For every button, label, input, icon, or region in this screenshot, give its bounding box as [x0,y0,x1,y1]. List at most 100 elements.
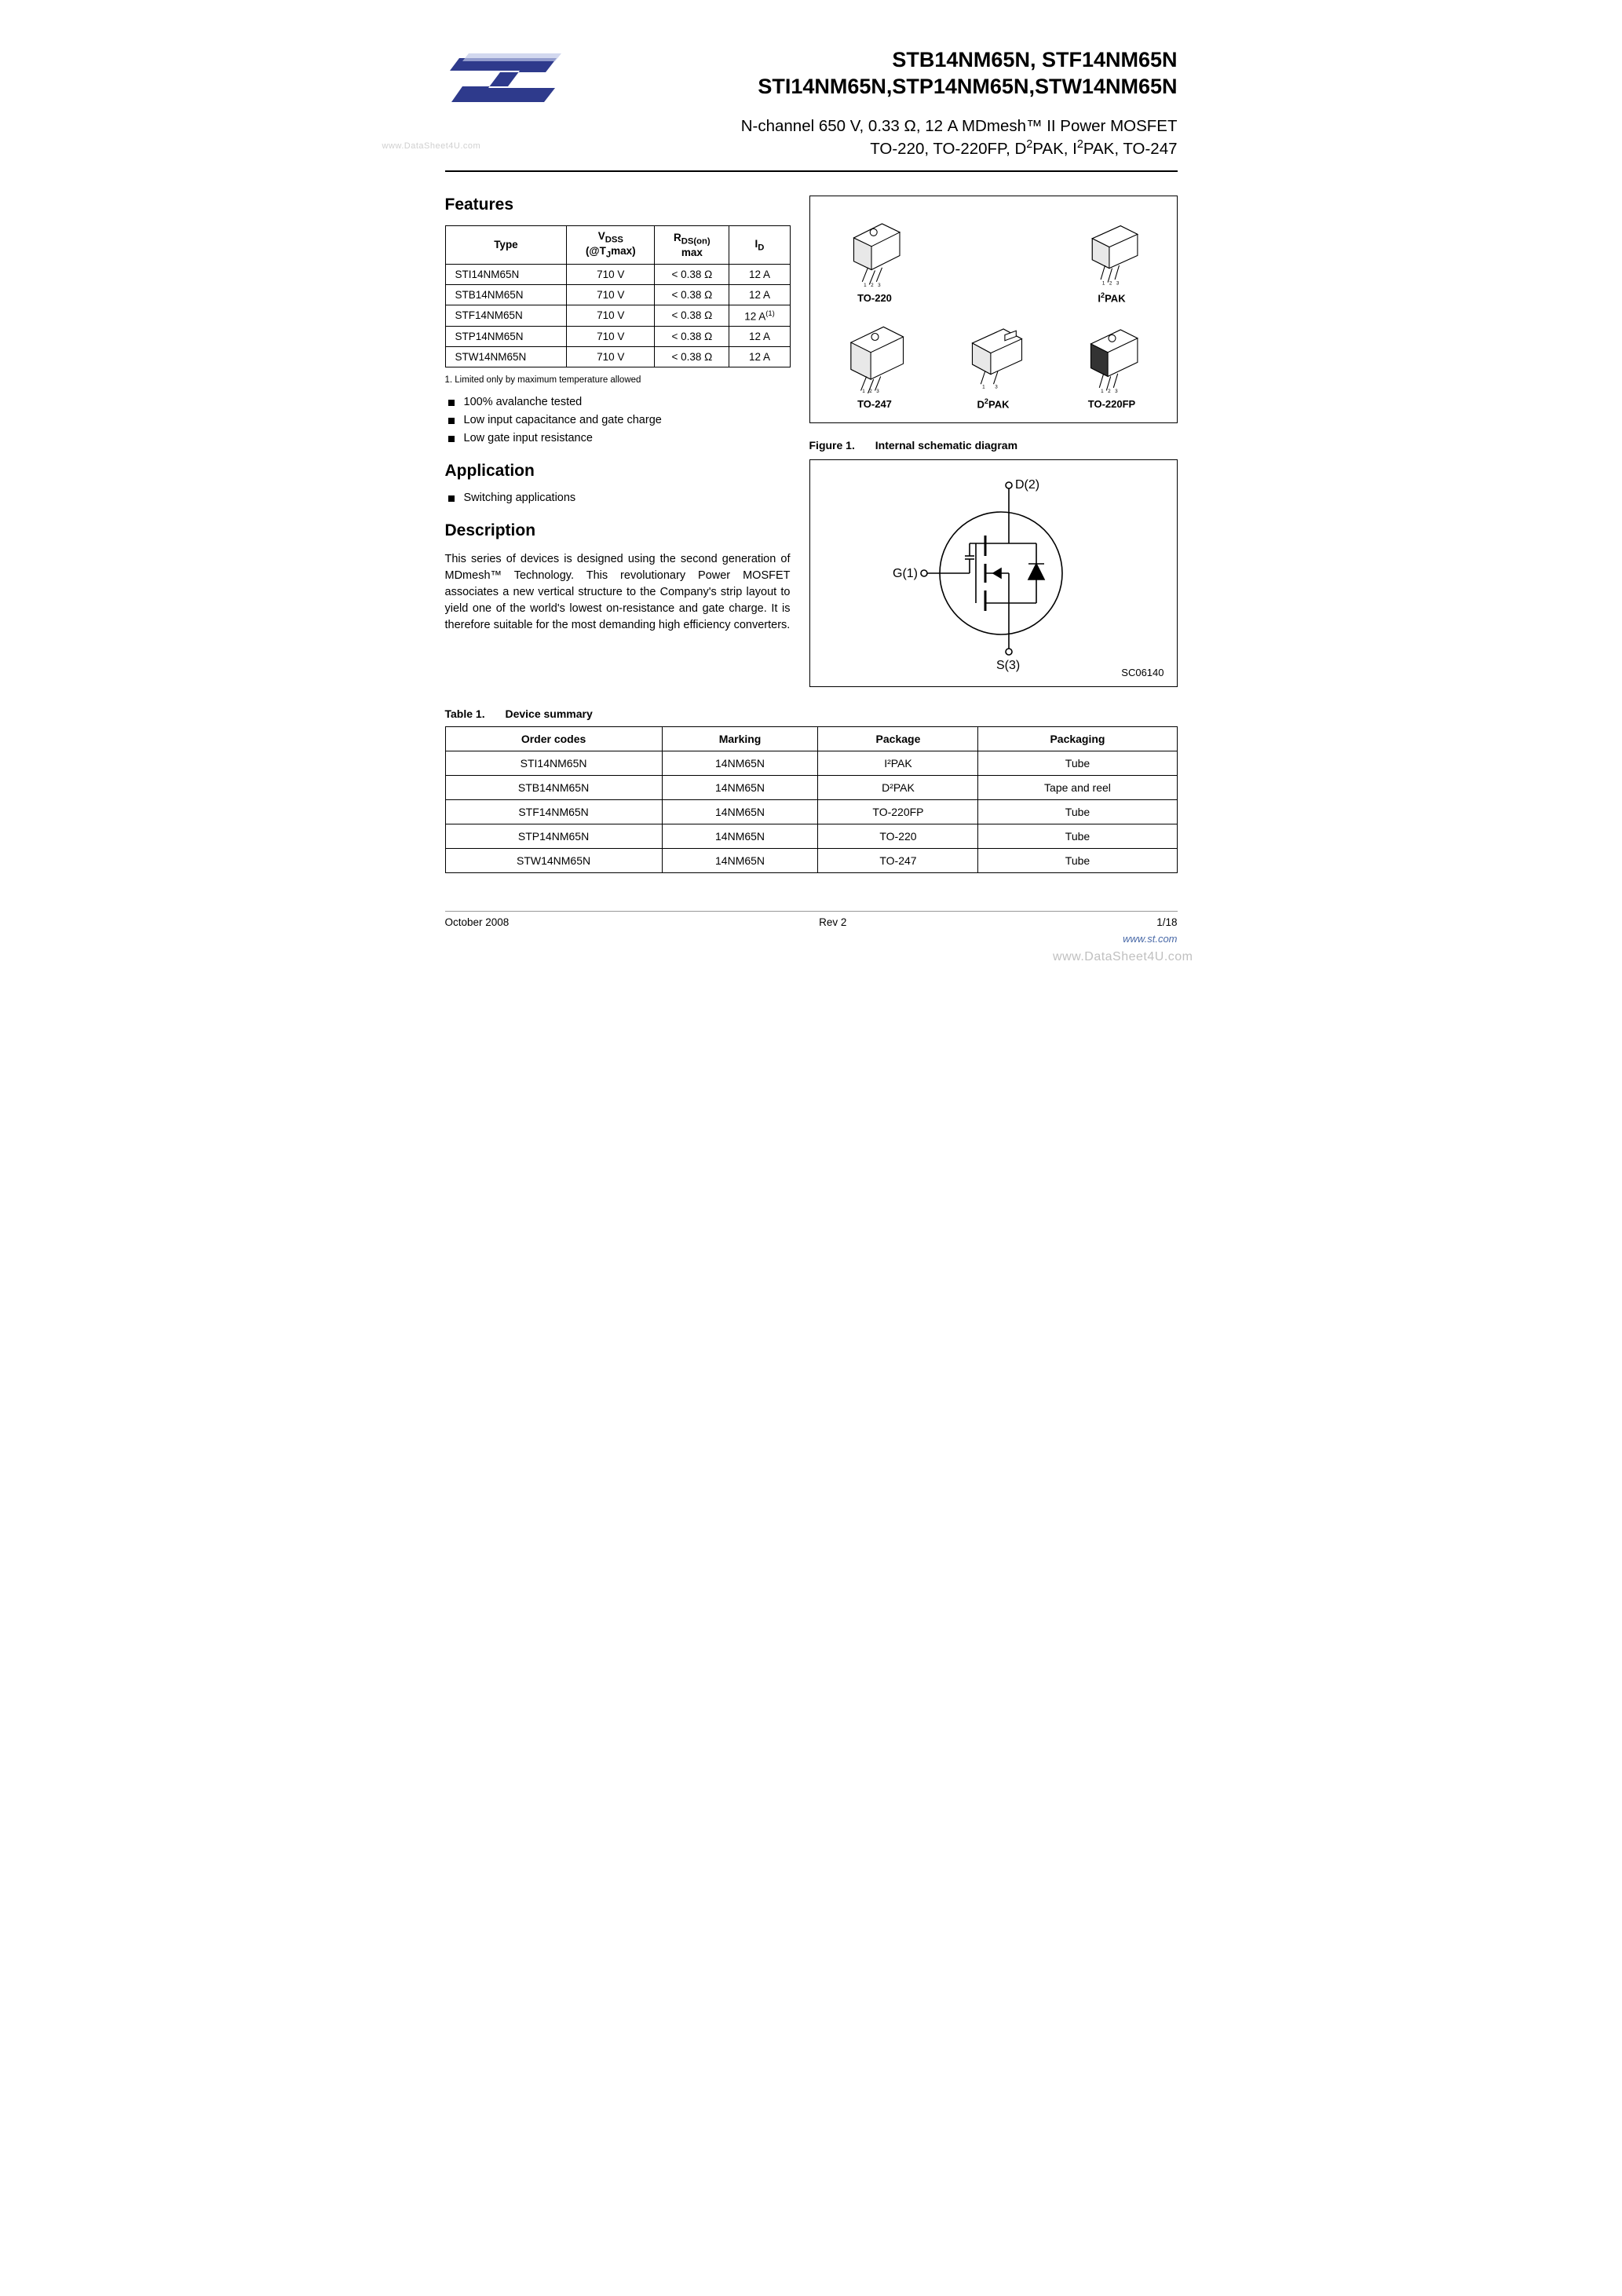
pkg-label-d2pak: D2PAK [977,397,1010,410]
th-id: ID [729,226,790,264]
features-heading: Features [445,196,791,214]
feature-bullets: 100% avalanche testedLow input capacitan… [445,396,791,444]
figure1-text: Internal schematic diagram [875,439,1017,452]
to220-icon: 123 [818,217,932,287]
table-row: STW14NM65N710 V< 0.38 Ω12 A [445,347,790,367]
table1-text: Device summary [505,707,592,720]
footer-rev: Rev 2 [819,916,846,928]
table-row: STB14NM65N14NM65ND²PAKTape and reel [445,776,1177,800]
pkg-label-to220: TO-220 [857,292,892,304]
subtitle: N-channel 650 V, 0.33 Ω, 12 A MDmesh™ II… [445,115,1178,159]
label-g: G(1) [893,567,918,580]
subtitle-sup2: 2 [1077,138,1083,151]
label-d: D(2) [1015,478,1039,492]
td: STW14NM65N [445,849,662,873]
svg-text:3: 3 [995,384,998,389]
to247-icon: 123 [818,323,932,393]
title-line-2: STI14NM65N,STP14NM65N,STW14NM65N [579,74,1178,101]
footer-link[interactable]: www.st.com [445,933,1178,945]
td: I²PAK [818,751,978,776]
td: Tube [978,751,1177,776]
svg-text:3: 3 [876,389,879,393]
title-line-1: STB14NM65N, STF14NM65N [579,47,1178,74]
application-heading: Application [445,462,791,481]
svg-text:1: 1 [1101,389,1104,393]
list-item: Switching applications [445,492,791,504]
th: Order codes [445,727,662,751]
label-s: S(3) [996,659,1020,672]
list-item: 100% avalanche tested [445,396,791,408]
schematic-code: SC06140 [1121,667,1164,678]
header-row: STB14NM65N, STF14NM65N STI14NM65N,STP14N… [445,47,1178,106]
th-type: Type [445,226,567,264]
table-row: STP14NM65N14NM65NTO-220Tube [445,824,1177,849]
pkg-i2pak: 123 I2PAK [1055,206,1169,304]
table-row: STB14NM65N710 V< 0.38 Ω12 A [445,284,790,305]
pkg-d2pak: 13 D2PAK [937,312,1050,410]
svg-text:1: 1 [862,389,865,393]
summary-table: Order codesMarkingPackagePackaging STI14… [445,726,1178,873]
td: 14NM65N [662,776,818,800]
td: Tube [978,849,1177,873]
td: 14NM65N [662,800,818,824]
pkg-label-to247: TO-247 [857,398,892,410]
td: TO-247 [818,849,978,873]
svg-text:2: 2 [1108,389,1111,393]
footnote: 1. Limited only by maximum temperature a… [445,375,791,385]
table-row: STP14NM65N710 V< 0.38 Ω12 A [445,327,790,347]
footer: October 2008 Rev 2 1/18 [445,911,1178,928]
svg-text:1: 1 [982,384,985,389]
pkg-to220fp: 123 TO-220FP [1055,312,1169,410]
list-item: Low gate input resistance [445,432,791,444]
subtitle-line1: N-channel 650 V, 0.33 Ω, 12 A MDmesh™ II… [741,117,1178,135]
td: STI14NM65N [445,751,662,776]
footer-page: 1/18 [1156,916,1177,928]
table-row: STF14NM65N710 V< 0.38 Ω12 A(1) [445,305,790,327]
d2pak-icon: 13 [937,322,1050,393]
td: Tube [978,800,1177,824]
divider [445,170,1178,172]
subtitle-line2-suffix: PAK, TO-247 [1083,140,1178,158]
td: TO-220 [818,824,978,849]
figure1-caption: Figure 1. Internal schematic diagram [809,439,1178,452]
application-bullets: Switching applications [445,492,791,504]
watermark-bottom: www.DataSheet4U.com [1053,950,1193,964]
pkg-label-i2pak: I2PAK [1098,291,1125,304]
features-table: Type VDSS(@TJmax) RDS(on)max ID STI14NM6… [445,225,791,367]
td: D²PAK [818,776,978,800]
svg-text:2: 2 [871,283,874,287]
svg-text:1: 1 [864,283,867,287]
svg-text:1: 1 [1101,280,1105,286]
description-text: This series of devices is designed using… [445,551,791,634]
td: 14NM65N [662,824,818,849]
svg-text:3: 3 [1116,280,1119,286]
table-row: STW14NM65N14NM65NTO-247Tube [445,849,1177,873]
td: TO-220FP [818,800,978,824]
th: Packaging [978,727,1177,751]
subtitle-line2-mid: PAK, I [1032,140,1077,158]
svg-text:3: 3 [878,283,881,287]
th-vdss: VDSS(@TJmax) [567,226,655,264]
st-logo [445,47,563,106]
table1-caption: Table 1. Device summary [445,707,1178,720]
figure1-num: Figure 1. [809,439,855,452]
td: 14NM65N [662,849,818,873]
svg-text:3: 3 [1115,389,1118,393]
watermark-left: www.DataSheet4U.com [382,141,481,151]
th-rds: RDS(on)max [655,226,729,264]
pkg-label-to220fp: TO-220FP [1088,398,1135,410]
svg-text:2: 2 [1109,280,1112,286]
footer-date: October 2008 [445,916,510,928]
package-figure: 123 TO-220 123 [809,196,1178,423]
pkg-to220: 123 TO-220 [818,206,932,304]
th: Package [818,727,978,751]
td: Tape and reel [978,776,1177,800]
to220fp-icon: 123 [1055,323,1169,393]
table-row: STI14NM65N710 V< 0.38 Ω12 A [445,264,790,284]
table-row: STI14NM65N14NM65NI²PAKTube [445,751,1177,776]
td: Tube [978,824,1177,849]
i2pak-icon: 123 [1055,216,1169,287]
title-box: STB14NM65N, STF14NM65N STI14NM65N,STP14N… [579,47,1178,101]
td: STF14NM65N [445,800,662,824]
subtitle-line2-prefix: TO-220, TO-220FP, D [870,140,1026,158]
